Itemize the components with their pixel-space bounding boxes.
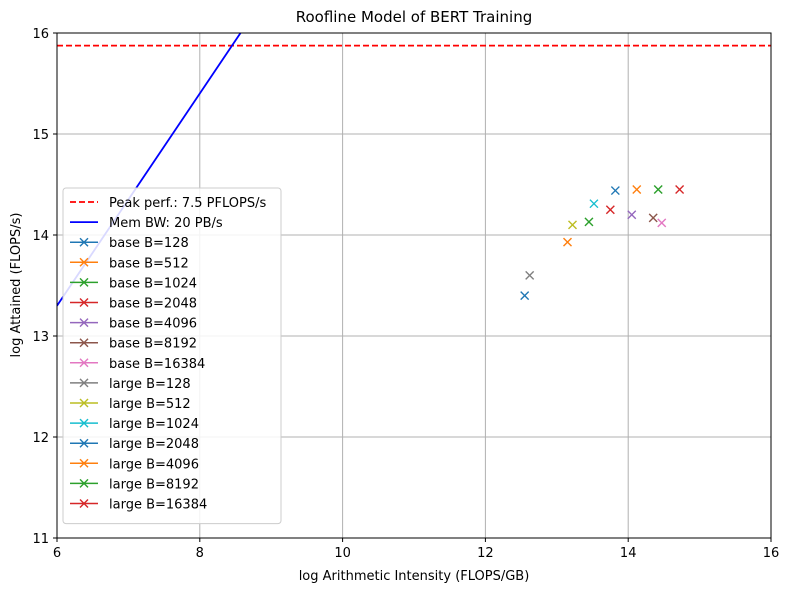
point-base-b-512: [563, 237, 573, 247]
legend-marker: [79, 318, 89, 328]
legend-box: [62, 187, 282, 525]
x-tick-label: 12: [477, 546, 494, 561]
x-tick-label: 8: [196, 546, 204, 561]
legend-label: base B=4096: [109, 317, 197, 332]
legend-label: large B=512: [109, 397, 191, 412]
legend-label: base B=16384: [109, 357, 205, 372]
point-base-b-8192: [648, 213, 658, 223]
legend-marker: [79, 277, 89, 287]
legend-label: Mem BW: 20 PB/s: [109, 216, 223, 231]
chart-title: Roofline Model of BERT Training: [296, 8, 532, 26]
legend-label: large B=8192: [109, 477, 199, 492]
y-tick-label: 13: [32, 330, 49, 345]
legend-label: large B=1024: [109, 417, 199, 432]
point-large-b-4096: [632, 185, 642, 195]
point-large-b-16384: [675, 185, 685, 195]
legend-marker: [79, 458, 89, 468]
legend-marker: [79, 438, 89, 448]
y-axis-title: log Attained (FLOPS/s): [9, 213, 24, 358]
tick-layer: 6 8 10 12 14 16 11 12 13 14 15 16: [32, 27, 779, 561]
y-tick-label: 12: [32, 431, 49, 446]
legend-label: large B=4096: [109, 457, 199, 472]
point-base-b-4096: [627, 210, 637, 220]
legend-marker: [79, 378, 89, 388]
x-tick-label: 16: [763, 546, 780, 561]
y-tick-label: 16: [32, 27, 49, 42]
legend-label: large B=2048: [109, 437, 199, 452]
legend-marker: [79, 237, 89, 247]
legend-label: base B=128: [109, 236, 189, 251]
legend-label: large B=128: [109, 377, 191, 392]
plot-frame: [56, 32, 772, 539]
point-base-b-128: [520, 291, 530, 301]
legend-marker: [79, 338, 89, 348]
point-large-b-8192: [653, 185, 663, 195]
point-large-b-128: [525, 270, 535, 280]
legend-marker: [79, 257, 89, 267]
legend-label: base B=8192: [109, 337, 197, 352]
point-base-b-1024: [584, 217, 594, 227]
y-tick-label: 15: [32, 128, 49, 143]
point-large-b-512: [568, 220, 578, 230]
y-tick-label: 14: [32, 229, 49, 244]
legend-marker: [79, 398, 89, 408]
legend-marker: [79, 358, 89, 368]
legend-marker: [79, 499, 89, 508]
legend: Peak perf.: 7.5 PFLOPS/s Mem BW: 20 PB/s b…: [62, 187, 282, 525]
legend-marker: [79, 478, 89, 488]
x-tick-label: 10: [334, 546, 351, 561]
point-large-b-2048: [610, 186, 620, 196]
legend-label: Peak perf.: 7.5 PFLOPS/s: [109, 196, 266, 211]
x-tick-label: 14: [620, 546, 637, 561]
legend-label: base B=512: [109, 256, 189, 271]
legend-label: large B=16384: [109, 498, 207, 513]
point-base-b-2048: [605, 205, 615, 215]
point-large-b-1024: [589, 199, 599, 209]
legend-marker: [79, 298, 89, 307]
y-tick-label: 11: [32, 532, 49, 547]
legend-label: base B=2048: [109, 297, 197, 312]
x-axis-title: log Arithmetic Intensity (FLOPS/GB): [299, 569, 530, 584]
point-base-b-16384: [657, 218, 667, 228]
legend-label: base B=1024: [109, 276, 197, 291]
legend-marker: [79, 418, 89, 428]
x-tick-label: 6: [53, 546, 61, 561]
